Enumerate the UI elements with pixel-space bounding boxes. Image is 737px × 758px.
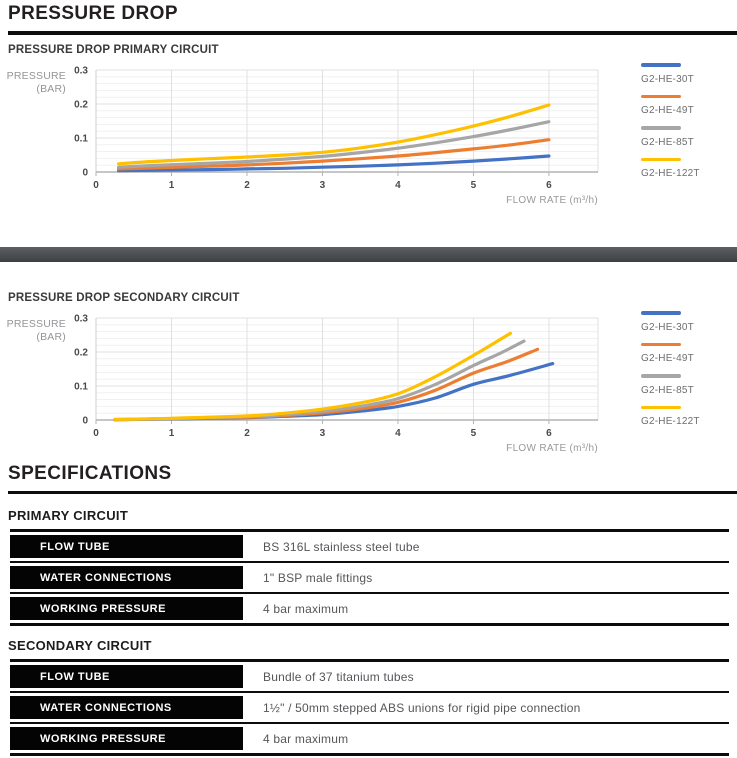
series-curve-g2-he-30t: [117, 154, 551, 173]
x-tick-label: 1: [169, 180, 175, 191]
x-tick-label: 3: [320, 428, 326, 439]
y-tick-label: 0.1: [74, 382, 88, 393]
legend-line-swatch: [641, 405, 681, 409]
primary-chart-title: PRESSURE DROP PRIMARY CIRCUIT: [8, 44, 219, 56]
x-tick-label: 5: [471, 180, 477, 191]
y-tick-label: 0.1: [74, 134, 88, 145]
table-row: FLOW TUBE Bundle of 37 titanium tubes: [10, 662, 729, 693]
y-tick-label: 0.2: [74, 348, 88, 359]
spec-row-label: FLOW TUBE: [10, 535, 243, 558]
legend-item-g2-he-122t: G2-HE-122T: [641, 405, 737, 427]
table-row: WORKING PRESSURE 4 bar maximum: [10, 594, 729, 626]
page-title: PRESSURE DROP: [8, 3, 178, 24]
spec-row-value: 1" BSP male fittings: [263, 570, 373, 585]
y-tick-label: 0: [82, 416, 88, 427]
spec-row-label: WORKING PRESSURE: [10, 727, 243, 750]
spec-table-secondary: FLOW TUBE Bundle of 37 titanium tubes WATE…: [10, 659, 729, 756]
legend-label: G2-HE-30T: [641, 321, 694, 333]
title-rule: [8, 31, 737, 35]
y-tick-label: 0: [82, 168, 88, 179]
spec-row-value: BS 316L stainless steel tube: [263, 539, 420, 554]
x-tick-label: 4: [395, 428, 401, 439]
specifications-rule: [8, 491, 737, 494]
primary-chart-legend: G2-HE-30T G2-HE-49T G2-HE-85T G2-HE-122T: [637, 60, 737, 189]
legend-item-g2-he-49t: G2-HE-49T: [641, 94, 737, 116]
legend-label: G2-HE-122T: [641, 168, 700, 179]
x-tick-label: 3: [320, 180, 326, 191]
x-tick-label: 2: [244, 428, 250, 439]
legend-line-swatch: [641, 94, 681, 98]
y-tick-label: 0.2: [74, 100, 88, 111]
primary-pressure-drop-plot: 0 1 2 3 4 5 6 0 0.1 0.2 0.3 FLOW RATE (m³/h): [74, 66, 599, 206]
primary-circuit-chart-section: PRESSURE DROP PRIMARY CIRCUIT PRESSURE (…: [0, 44, 737, 207]
x-tick-label: 4: [395, 180, 401, 191]
legend-label: G2-HE-30T: [641, 73, 694, 85]
legend-line-swatch: [641, 126, 681, 130]
secondary-circuit-chart-section: PRESSURE DROP SECONDARY CIRCUIT PRESSURE…: [0, 292, 737, 455]
section-divider-band: [0, 247, 737, 262]
x-axis-title: FLOW RATE (m³/h): [506, 443, 598, 454]
spec-heading-secondary-circuit: SECONDARY CIRCUIT: [8, 638, 152, 653]
primary-y-axis-label: PRESSURE (BAR): [0, 60, 66, 96]
spec-table-primary: FLOW TUBE BS 316L stainless steel tube WAT…: [10, 529, 729, 626]
legend-label: G2-HE-85T: [641, 136, 694, 148]
y-tick-label: 0.3: [74, 66, 88, 77]
series-curve-g2-he-85t: [117, 120, 551, 169]
y-tick-label: 0.3: [74, 314, 88, 325]
spec-heading-primary-circuit: PRIMARY CIRCUIT: [8, 508, 129, 523]
primary-chart-row: PRESSURE (BAR) 0 1 2 3 4 5 6 0 0.1 0.2 0.3 FLOW RAT…: [0, 60, 737, 207]
y-axis-label-line2: (BAR): [36, 83, 66, 95]
x-axis-title: FLOW RATE (m³/h): [506, 195, 598, 206]
spec-row-value: 1½" / 50mm stepped ABS unions for rigid …: [263, 700, 581, 715]
x-tick-label: 1: [169, 428, 175, 439]
legend-label: G2-HE-49T: [641, 353, 694, 364]
legend-item-g2-he-122t: G2-HE-122T: [641, 157, 737, 179]
x-tick-label: 0: [93, 180, 99, 191]
legend-label: G2-HE-49T: [641, 105, 694, 116]
legend-line-swatch: [641, 63, 681, 67]
table-row: FLOW TUBE BS 316L stainless steel tube: [10, 532, 729, 563]
legend-line-swatch: [641, 157, 681, 161]
secondary-chart-title: PRESSURE DROP SECONDARY CIRCUIT: [8, 292, 240, 304]
legend-item-g2-he-49t: G2-HE-49T: [641, 342, 737, 364]
legend-line-swatch: [641, 342, 681, 346]
legend-line-swatch: [641, 374, 681, 378]
secondary-chart-legend: G2-HE-30T G2-HE-49T G2-HE-85T G2-HE-122T: [637, 308, 737, 437]
specifications-title: SPECIFICATIONS: [8, 463, 172, 484]
table-row: WATER CONNECTIONS 1" BSP male fittings: [10, 563, 729, 594]
x-tick-label: 0: [93, 428, 99, 439]
y-axis-label-line1: PRESSURE: [6, 318, 66, 330]
spec-row-value: Bundle of 37 titanium tubes: [263, 669, 414, 684]
specifications-sections: PRIMARY CIRCUIT FLOW TUBE BS 316L stainles…: [0, 508, 737, 756]
spec-row-label: WATER CONNECTIONS: [10, 696, 243, 719]
legend-label: G2-HE-122T: [641, 416, 700, 427]
table-row: WORKING PRESSURE 4 bar maximum: [10, 724, 729, 756]
y-axis-label-line2: (BAR): [36, 331, 66, 343]
legend-line-swatch: [641, 311, 681, 315]
series-curve-g2-he-122t: [117, 103, 551, 166]
legend-label: G2-HE-85T: [641, 384, 694, 396]
x-tick-label: 2: [244, 180, 250, 191]
secondary-pressure-drop-plot: 0 1 2 3 4 5 6 0 0.1 0.2 0.3 FLOW RATE (m³/h): [74, 314, 599, 454]
table-row: WATER CONNECTIONS 1½" / 50mm stepped ABS …: [10, 693, 729, 724]
spec-row-label: FLOW TUBE: [10, 665, 243, 688]
legend-item-g2-he-30t: G2-HE-30T: [641, 311, 737, 333]
series-curve-g2-he-49t: [117, 138, 551, 171]
y-axis-label-line1: PRESSURE: [6, 70, 66, 82]
x-tick-label: 5: [471, 428, 477, 439]
series-curve-g2-he-122t: [113, 331, 512, 421]
spec-row-label: WORKING PRESSURE: [10, 597, 243, 620]
spec-row-value: 4 bar maximum: [263, 731, 349, 746]
legend-item-g2-he-30t: G2-HE-30T: [641, 63, 737, 85]
spec-row-value: 4 bar maximum: [263, 601, 349, 616]
secondary-chart-row: PRESSURE (BAR) 0 1 2 3 4 5 6 0 0.1 0.2 0.3 FLOW RAT…: [0, 308, 737, 455]
spec-row-label: WATER CONNECTIONS: [10, 566, 243, 589]
x-tick-label: 6: [546, 180, 552, 191]
x-tick-label: 6: [546, 428, 552, 439]
legend-item-g2-he-85t: G2-HE-85T: [641, 126, 737, 148]
secondary-y-axis-label: PRESSURE (BAR): [0, 308, 66, 344]
legend-item-g2-he-85t: G2-HE-85T: [641, 374, 737, 396]
